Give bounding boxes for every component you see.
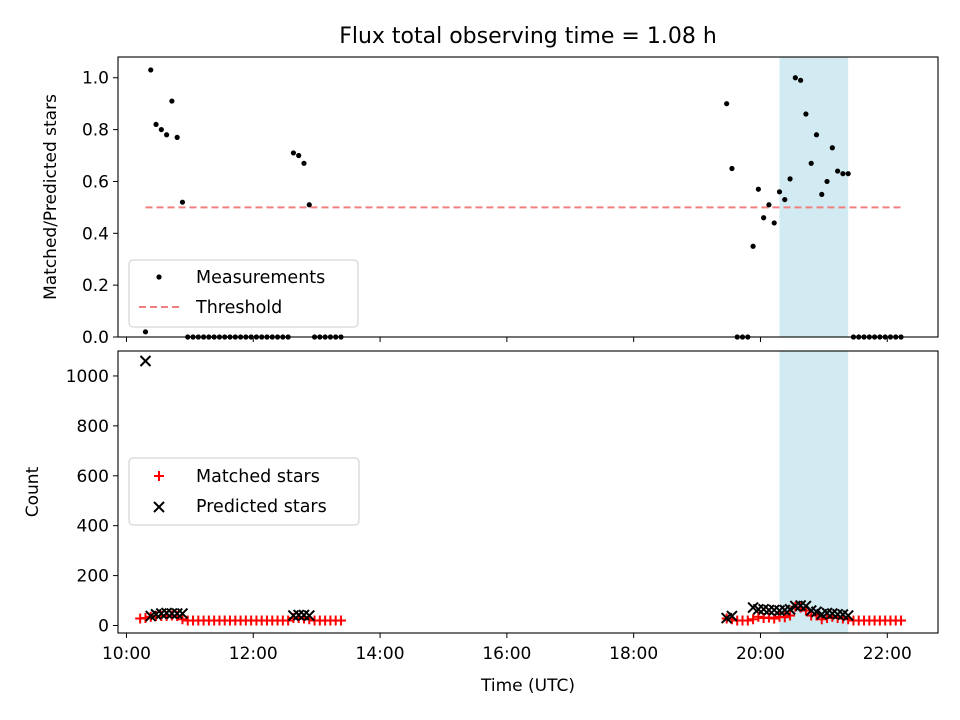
top-x-ticks [125,337,888,342]
matched-star-point [896,615,907,626]
measurement-point [819,191,825,198]
measurement-point [776,189,783,195]
measurement-point [301,160,307,166]
bottom-x-axis: 10:00 12:00 14:00 16:00 18:00 20:00 22:00 [102,633,912,664]
measurement-point [782,196,788,203]
predicted-star-point [842,609,854,622]
bottom-panel: 0 200 400 600 800 1000 10:00 12:00 14:00 16:00 18… [23,350,939,696]
measurement-point [306,202,312,208]
measurement-point [158,126,164,133]
legend-measurements-marker [156,274,162,280]
y-tick-label: 1.0 [82,69,109,89]
y-tick-label: 0.4 [82,224,109,244]
measurement-point [750,243,756,249]
legend-measurements-label: Measurements [196,268,325,288]
matched-star-point [177,614,188,625]
x-axis-label: Time (UTC) [480,676,575,696]
top-panel: 0.0 0.2 0.4 0.6 0.8 1.0 Matched/Predicted sta… [41,56,939,348]
measurement-point [840,171,846,177]
measurement-point [771,220,777,226]
y-tick-label: 1000 [66,367,109,387]
measurement-point [179,199,186,205]
legend-matched-marker [154,471,164,481]
matched-star-point [785,610,796,621]
y-tick-label: 600 [77,467,109,487]
x-tick-label: 14:00 [356,644,405,664]
legend-predicted-label: Predicted stars [196,497,327,517]
top-plot-frame [117,56,939,338]
measurement-point [829,145,835,151]
measurement-point [845,171,851,177]
measurement-point [729,165,735,172]
measurement-point [153,121,159,128]
bottom-highlight-band [779,351,849,633]
measurement-point [755,186,761,192]
x-tick-label: 18:00 [609,644,658,664]
predicted-star-point [303,609,315,622]
measurement-point [798,77,804,83]
measurement-point [761,215,767,221]
legend-threshold-label: Threshold [195,298,282,318]
matched-star-point [335,615,346,626]
y-tick-label: 200 [77,567,109,587]
measurement-point [174,134,180,140]
measurement-point [724,101,730,107]
top-highlight-band [779,57,849,337]
bottom-y-axis: 0 200 400 600 800 1000 [66,367,118,637]
x-tick-label: 12:00 [229,644,278,664]
predicted-star-point [726,610,738,622]
x-tick-label: 20:00 [736,644,785,664]
x-tick-label: 16:00 [482,644,531,664]
measurement-point [142,329,149,335]
measurement-point [296,152,302,159]
top-y-axis: 0.0 0.2 0.4 0.6 0.8 1.0 [82,69,118,348]
y-tick-label: 0.2 [82,276,109,296]
y-tick-label: 0 [98,617,109,637]
matched-star-point [742,615,753,626]
y-tick-label: 0.0 [82,328,109,348]
measurement-point [808,160,814,166]
measurement-point [813,132,820,138]
measurement-point [148,67,154,73]
predicted-star-point [139,355,152,367]
y-tick-label: 800 [77,417,109,437]
top-legend: Measurements Threshold [128,259,359,328]
legend-predicted-marker [153,501,165,513]
measurement-point [835,168,841,174]
x-tick-label: 10:00 [102,644,151,664]
measurement-point [290,150,297,156]
bottom-legend: Matched stars Predicted stars [128,457,360,526]
measurement-point [169,98,175,104]
top-chart-title: Flux total observing time = 1.08 h [339,24,717,49]
predicted-star-point [176,607,189,620]
measurement-point [792,75,798,81]
matched-star-point [748,614,759,625]
y-tick-label: 0.6 [82,172,109,192]
x-tick-label: 22:00 [863,644,912,664]
predicted-star-point [784,603,796,615]
measurement-point [787,176,793,182]
legend-matched-label: Matched stars [196,467,320,487]
top-y-axis-label: Matched/Predicted stars [41,94,61,300]
measurement-point [164,132,170,138]
measurement-point [803,111,809,117]
bottom-plot-frame [117,350,939,634]
predicted-points-layer [139,355,854,624]
measurement-point [766,202,772,208]
matched-star-point [283,615,294,626]
measurement-point [824,178,830,185]
y-tick-label: 400 [77,517,109,537]
y-tick-label: 0.8 [82,121,109,141]
bottom-y-axis-label: Count [23,466,43,517]
